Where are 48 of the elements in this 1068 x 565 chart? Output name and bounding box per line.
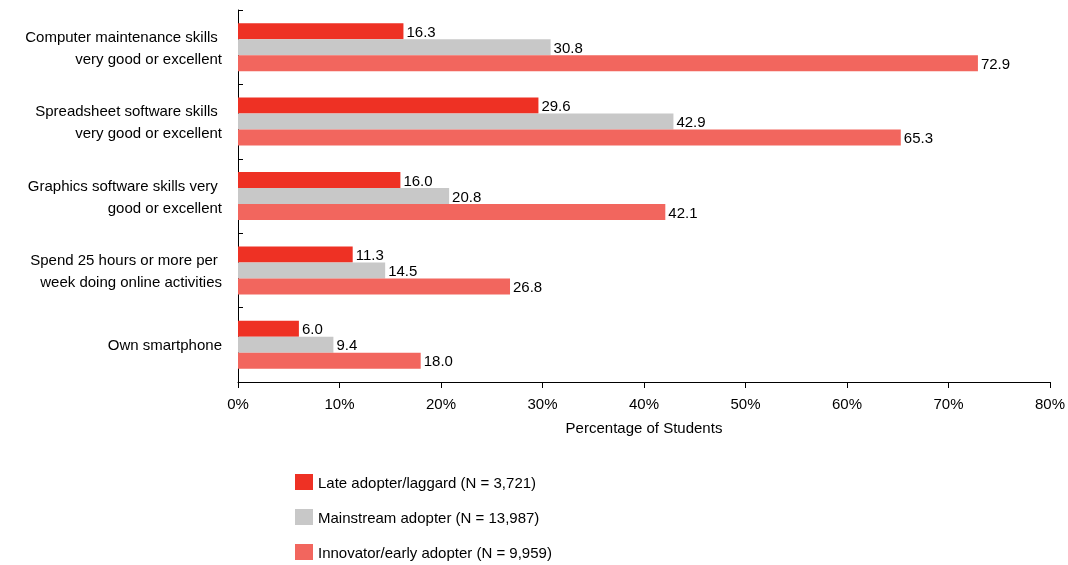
x-axis-title: Percentage of Students [565,419,723,436]
x-tick-label: 20% [425,395,457,412]
data-label: 6.0 [301,320,323,338]
bar [238,320,299,337]
data-label: 30.8 [553,38,583,56]
bar [238,55,978,72]
data-label: 42.9 [676,113,706,131]
bar [238,336,334,353]
bar [238,129,901,146]
data-label: 42.1 [668,203,698,221]
data-label: 72.9 [980,54,1011,72]
bar [238,97,539,114]
data-label: 16.0 [403,171,433,189]
bar [238,113,674,130]
y-tick-label: Computer maintenance skills very good or excellent [25,27,223,67]
data-label: 26.8 [513,277,543,295]
data-label: 9.4 [336,336,358,354]
bar [238,23,404,40]
x-tick-label: 0% [227,395,249,412]
data-label: 20.8 [452,187,482,205]
data-label: 14.5 [388,261,418,279]
bar [238,172,401,188]
legend-label: Mainstream adopter (N = 13,987) [318,508,540,526]
bar [238,352,421,369]
bar [238,262,386,279]
data-label: 16.3 [406,22,436,40]
x-tick-label: 70% [933,395,964,412]
data-label: 29.6 [541,97,571,115]
bar [238,204,666,220]
legend-label: Late adopter/laggard (N = 3,721) [318,473,537,491]
y-tick-label: Own smartphone [107,336,222,354]
x-tick-label: 80% [1034,395,1065,412]
data-label: 11.3 [355,245,384,263]
y-tick-label: Spreadsheet software skills very good or excellent [35,102,223,142]
y-tick-label: Spend 25 hours or more per week doing online activities [30,250,222,290]
x-tick-label: 10% [324,395,355,412]
x-tick-label: 30% [527,395,558,412]
data-label: 65.3 [903,129,933,147]
x-tick-label: 50% [730,395,761,412]
bar [238,278,511,295]
data-label: 18.0 [423,352,453,370]
y-tick-label: Graphics software skills very good or excellent [27,176,223,216]
bar [238,39,551,56]
x-tick-label: 60% [831,395,863,412]
bar [238,188,450,204]
bar [238,246,353,263]
x-tick-label: 40% [628,395,660,412]
legend-label: Innovator/early adopter (N = 9,959) [318,543,552,561]
